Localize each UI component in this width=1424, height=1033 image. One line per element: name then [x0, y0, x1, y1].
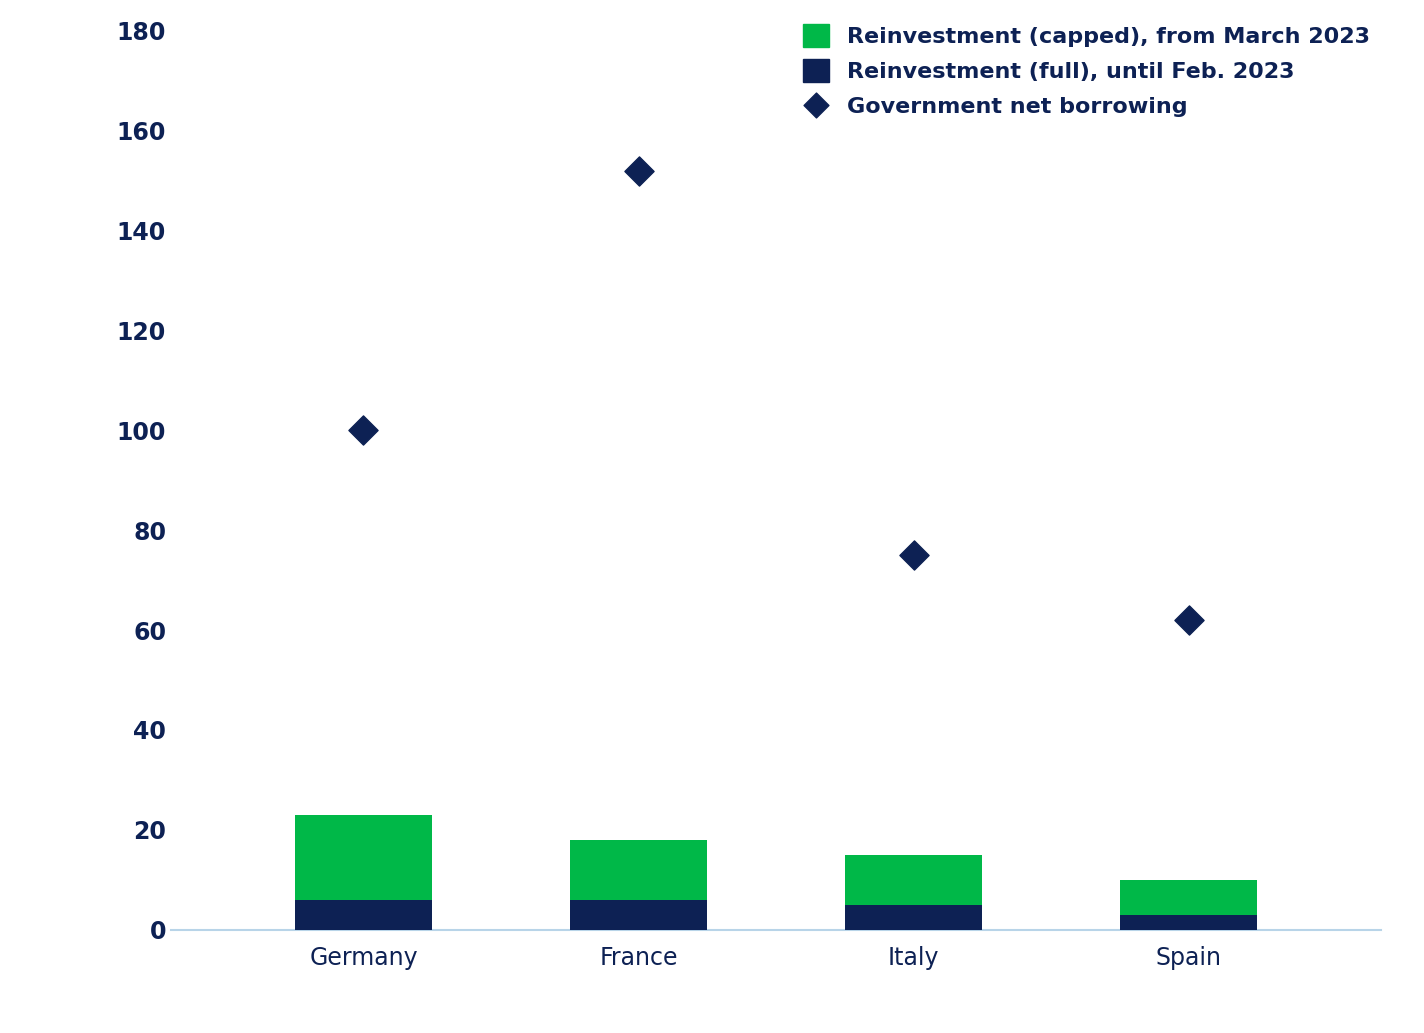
Point: [352, 422, 375, 439]
Point: [627, 162, 649, 179]
Point: [903, 546, 926, 563]
Bar: [1119, 915, 1257, 930]
Bar: [570, 840, 708, 900]
Bar: [844, 905, 983, 930]
Bar: [295, 900, 433, 930]
Bar: [295, 815, 433, 900]
Bar: [570, 900, 708, 930]
Legend: Reinvestment (capped), from March 2023, Reinvestment (full), until Feb. 2023, Go: Reinvestment (capped), from March 2023, …: [803, 24, 1370, 117]
Bar: [844, 855, 983, 905]
Point: [1178, 612, 1200, 628]
Bar: [1119, 880, 1257, 915]
